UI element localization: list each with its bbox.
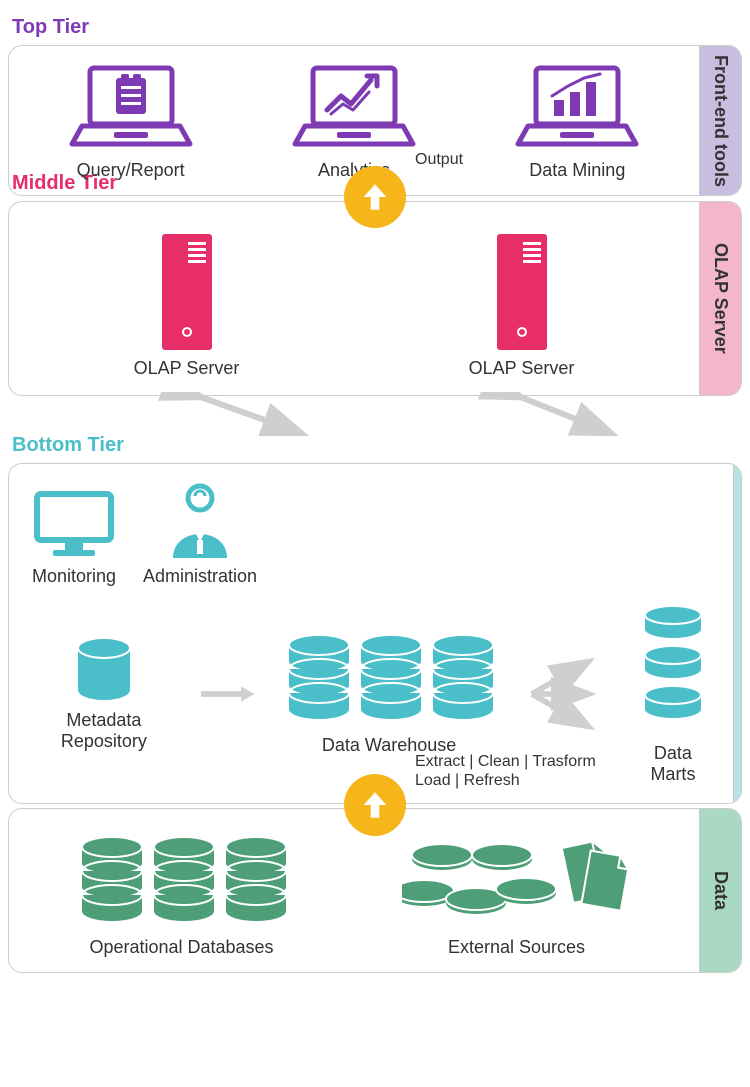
output-arrow-badge — [344, 166, 406, 228]
top-tier-title: Top Tier — [12, 16, 742, 39]
admin-icon — [163, 482, 237, 560]
laptop-datamining-icon — [512, 64, 642, 154]
warehouse-to-marts-arrows — [528, 646, 597, 742]
laptop-report-icon — [66, 64, 196, 154]
warehouse-icon — [284, 633, 494, 729]
bottom-tier-side: Data Warehouse Server — [733, 464, 742, 803]
repo-to-warehouse-arrow — [199, 679, 256, 709]
middle-tier-box: OLAP Server OLAP Server OLAP Server — [8, 201, 742, 396]
olap-server-2-label: OLAP Server — [469, 358, 575, 379]
operational-databases-label: Operational Databases — [77, 937, 287, 958]
external-sources-label: External Sources — [402, 937, 632, 958]
etl-arrow-badge — [344, 774, 406, 836]
etl-arrow-caption: Extract | Clean | Trasform Load | Refres… — [415, 752, 675, 790]
cylinder-icon — [72, 636, 136, 704]
top-tier-side: Front-end tools — [699, 46, 741, 195]
analytics-item: Analytics — [289, 64, 419, 181]
middle-bottom-arrows — [8, 392, 742, 436]
server-icon — [152, 232, 222, 352]
administration-label: Administration — [143, 566, 257, 587]
administration-item: Administration — [143, 482, 257, 587]
etl-line2: Load | Refresh — [415, 772, 520, 789]
arrow-up-icon — [358, 788, 392, 822]
marts-icon — [637, 603, 709, 723]
middle-tier-content: OLAP Server OLAP Server — [9, 202, 699, 395]
external-sources-icon — [402, 835, 632, 931]
olap-server-2: OLAP Server — [469, 232, 575, 379]
query-report-item: Query/Report — [66, 64, 196, 181]
olap-server-1-label: OLAP Server — [134, 358, 240, 379]
data-warehouse-item: Data Warehouse — [284, 633, 494, 756]
monitor-icon — [29, 488, 119, 560]
data-tier-side: Data — [699, 809, 741, 972]
op-databases-icon — [77, 835, 287, 931]
middle-tier-side: OLAP Server — [699, 202, 741, 395]
data-tier-content: Operational Databases — [9, 809, 699, 972]
external-sources-item: External Sources — [402, 835, 632, 958]
output-arrow-caption: Output — [415, 150, 675, 169]
server-icon — [487, 232, 557, 352]
olap-server-1: OLAP Server — [134, 232, 240, 379]
metadata-repository-item: Metadata Repository — [37, 636, 171, 752]
monitoring-label: Monitoring — [29, 566, 119, 587]
laptop-analytics-icon — [289, 64, 419, 154]
etl-line1: Extract | Clean | Trasform — [415, 753, 596, 770]
metadata-repository-label: Metadata Repository — [37, 710, 171, 752]
operational-databases-item: Operational Databases — [77, 835, 287, 958]
arrow-up-icon — [358, 180, 392, 214]
bottom-tier-title: Bottom Tier — [12, 434, 742, 457]
monitoring-item: Monitoring — [29, 488, 119, 587]
query-report-label: Query/Report — [66, 160, 196, 181]
